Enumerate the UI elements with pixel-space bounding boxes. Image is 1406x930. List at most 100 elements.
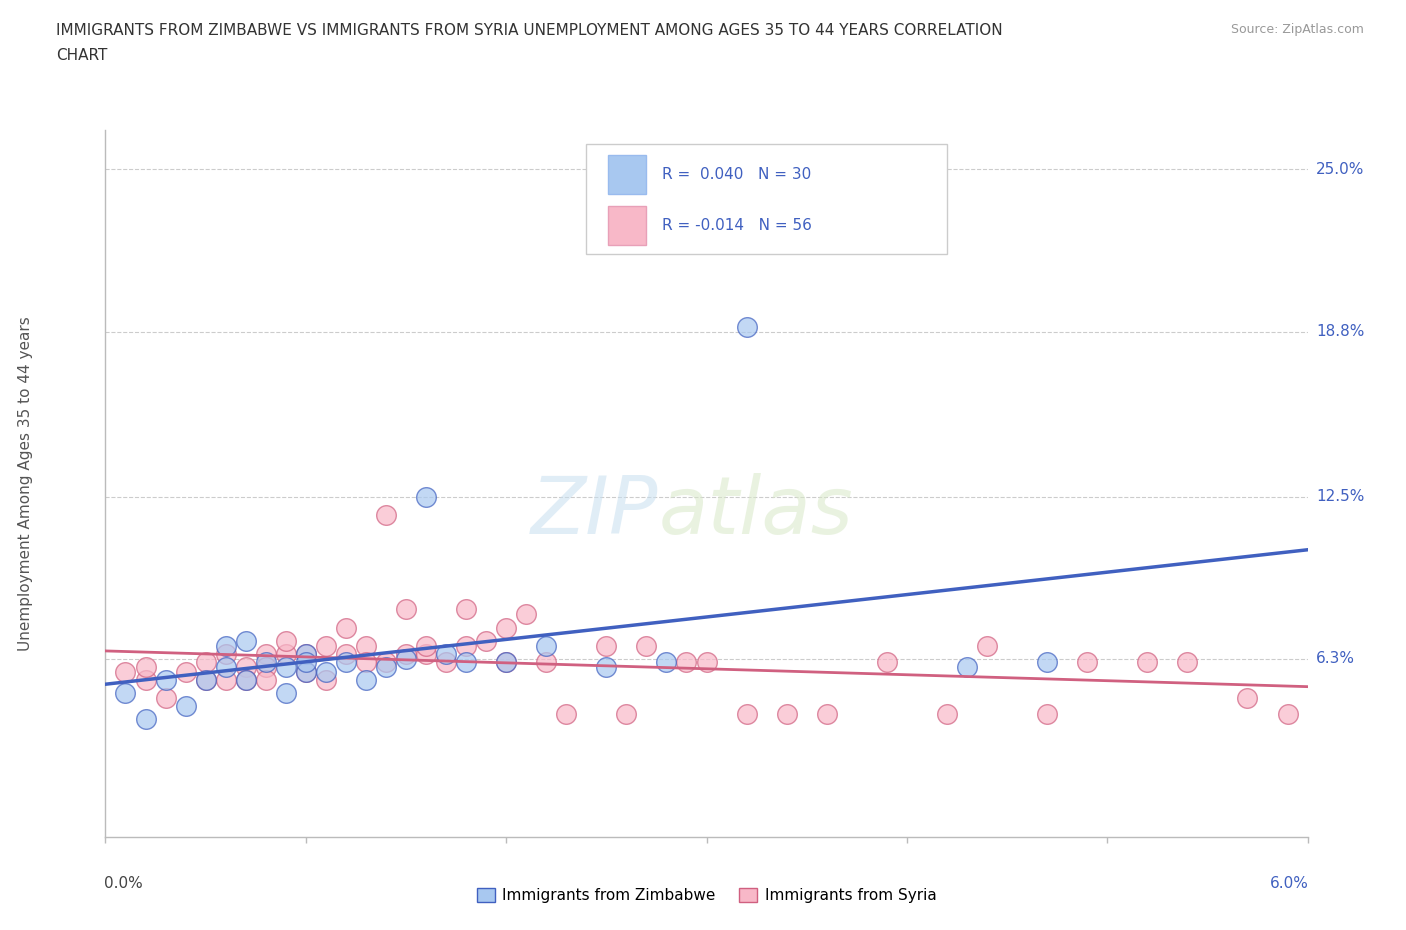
Point (555, 707, 578, 722)
Point (235, 672, 257, 687)
Point (114, 665, 136, 680)
Point (696, 654, 718, 669)
Point (735, 707, 758, 722)
Point (235, 633, 257, 648)
Point (274, 633, 297, 648)
Point (735, 319, 758, 334)
Point (354, 654, 377, 669)
Point (254, 646, 277, 661)
Text: 12.5%: 12.5% (1316, 489, 1364, 504)
Point (815, 707, 838, 722)
Point (534, 654, 557, 669)
Text: R =  0.040   N = 30: R = 0.040 N = 30 (662, 166, 811, 181)
Point (434, 646, 457, 661)
Point (335, 620, 357, 635)
Point (616, 707, 638, 722)
Point (155, 691, 177, 706)
Point (936, 707, 959, 722)
FancyBboxPatch shape (586, 144, 948, 254)
Point (976, 639, 998, 654)
Text: R = -0.014   N = 56: R = -0.014 N = 56 (662, 219, 811, 233)
Point (395, 652, 418, 667)
Text: ZIP: ZIP (531, 472, 658, 551)
Point (214, 672, 236, 687)
Point (495, 654, 517, 669)
Point (434, 654, 457, 669)
Point (174, 665, 197, 680)
Point (495, 620, 517, 635)
Point (315, 672, 337, 687)
Text: 0.0%: 0.0% (104, 876, 143, 891)
Point (595, 659, 617, 674)
Point (1036, 707, 1059, 722)
Point (495, 654, 517, 669)
Point (1277, 707, 1299, 722)
Point (655, 654, 678, 669)
Point (475, 633, 498, 648)
Point (274, 646, 297, 661)
Point (214, 639, 236, 654)
Point (415, 639, 437, 654)
Point (135, 659, 157, 674)
Point (295, 646, 318, 661)
Point (214, 646, 236, 661)
Point (194, 672, 217, 687)
Point (595, 639, 617, 654)
Point (335, 646, 357, 661)
Point (515, 607, 537, 622)
FancyBboxPatch shape (607, 206, 647, 246)
Point (1175, 654, 1198, 669)
Point (274, 685, 297, 700)
Point (254, 654, 277, 669)
Point (174, 698, 197, 713)
Text: Source: ZipAtlas.com: Source: ZipAtlas.com (1230, 23, 1364, 36)
Point (295, 654, 318, 669)
Legend: Immigrants from Zimbabwe, Immigrants from Syria: Immigrants from Zimbabwe, Immigrants fro… (468, 881, 945, 910)
Point (295, 665, 318, 680)
Point (415, 489, 437, 504)
Point (354, 639, 377, 654)
Point (395, 602, 418, 617)
Point (135, 711, 157, 726)
Point (374, 654, 398, 669)
Point (1036, 654, 1059, 669)
Text: 6.0%: 6.0% (1270, 876, 1309, 891)
Point (315, 639, 337, 654)
Point (1236, 691, 1258, 706)
Text: 6.3%: 6.3% (1316, 652, 1355, 667)
Point (454, 602, 477, 617)
Text: CHART: CHART (56, 48, 108, 63)
Point (335, 654, 357, 669)
Point (214, 659, 236, 674)
Point (956, 659, 979, 674)
Point (454, 654, 477, 669)
Point (235, 659, 257, 674)
Point (235, 672, 257, 687)
Point (374, 659, 398, 674)
Point (454, 639, 477, 654)
Point (415, 646, 437, 661)
Point (395, 646, 418, 661)
Point (155, 672, 177, 687)
Point (194, 654, 217, 669)
Text: atlas: atlas (658, 472, 853, 551)
Point (636, 639, 658, 654)
FancyBboxPatch shape (607, 154, 647, 193)
Point (315, 665, 337, 680)
Point (295, 646, 318, 661)
Point (254, 659, 277, 674)
Point (876, 654, 898, 669)
Point (374, 508, 398, 523)
Text: Unemployment Among Ages 35 to 44 years: Unemployment Among Ages 35 to 44 years (18, 316, 32, 651)
Point (295, 665, 318, 680)
Point (114, 685, 136, 700)
Point (274, 659, 297, 674)
Text: IMMIGRANTS FROM ZIMBABWE VS IMMIGRANTS FROM SYRIA UNEMPLOYMENT AMONG AGES 35 TO : IMMIGRANTS FROM ZIMBABWE VS IMMIGRANTS F… (56, 23, 1002, 38)
Point (135, 672, 157, 687)
Point (776, 707, 799, 722)
Text: 18.8%: 18.8% (1316, 325, 1364, 339)
Text: 25.0%: 25.0% (1316, 162, 1364, 177)
Point (534, 639, 557, 654)
Point (1136, 654, 1159, 669)
Point (354, 672, 377, 687)
